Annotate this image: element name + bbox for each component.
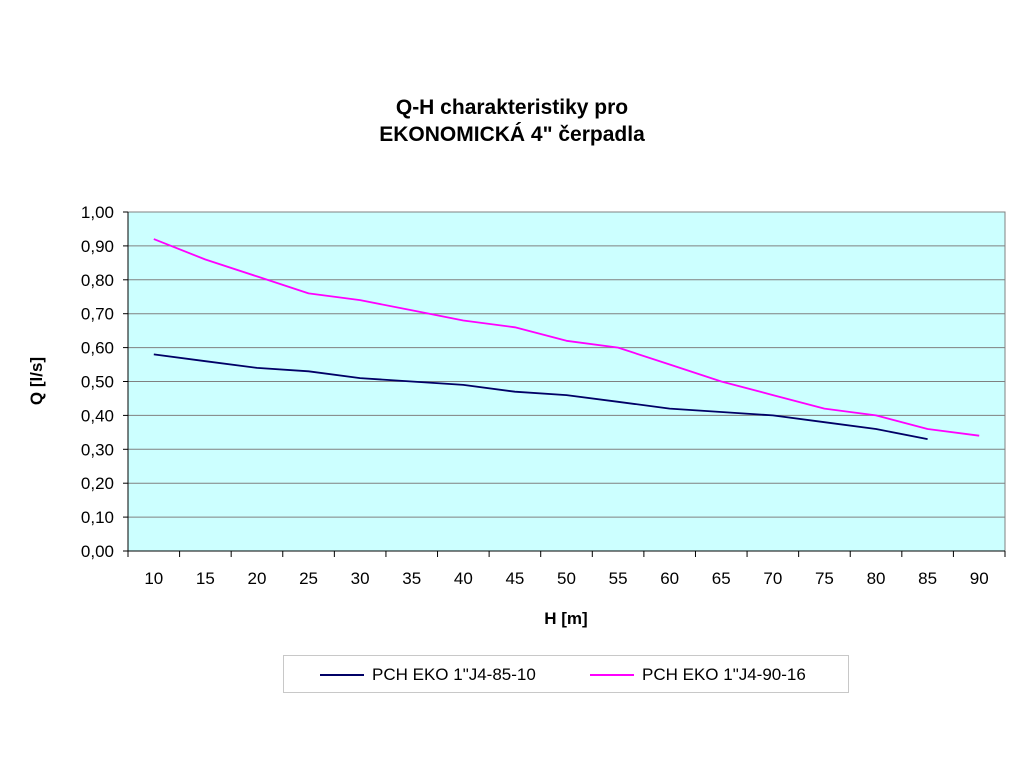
- y-tick-label: 0,50: [81, 373, 114, 392]
- y-tick-label: 0,00: [81, 542, 114, 561]
- y-tick-label: 0,20: [81, 474, 114, 493]
- y-tick-label: 0,80: [81, 271, 114, 290]
- gridlines: [123, 211, 1005, 552]
- y-tick-label: 0,60: [81, 339, 114, 358]
- x-tick-label: 60: [660, 569, 679, 588]
- x-tick-label: 55: [609, 569, 628, 588]
- x-tick-label: 15: [196, 569, 215, 588]
- legend-label-series-2: PCH EKO 1"J4-90-16: [642, 665, 806, 684]
- x-tick-label: 40: [454, 569, 473, 588]
- y-tick-label: 0,40: [81, 406, 114, 425]
- y-tick-label: 0,30: [81, 440, 114, 459]
- series-line-1: [153, 353, 928, 440]
- x-tick-label: 45: [505, 569, 524, 588]
- y-tick-label: 0,10: [81, 508, 114, 527]
- x-axis-label: H [m]: [544, 609, 587, 628]
- chart-title: Q-H charakteristiky pro EKONOMICKÁ 4" če…: [0, 94, 1024, 148]
- y-tick-label: 0,90: [81, 237, 114, 256]
- x-tick-label: 70: [763, 569, 782, 588]
- legend-item-series-2: PCH EKO 1"J4-90-16: [590, 656, 806, 694]
- x-tick-label: 85: [918, 569, 937, 588]
- legend-swatch-series-1: [320, 674, 364, 676]
- legend-item-series-1: PCH EKO 1"J4-85-10: [320, 656, 536, 694]
- legend-swatch-series-2: [590, 674, 634, 676]
- series-line-2: [153, 238, 980, 437]
- x-tick-label: 80: [867, 569, 886, 588]
- y-axis-label: Q [l/s]: [27, 357, 46, 405]
- x-tick-labels: 10 15 20 25 30 35 40 45 50 55 60 65 70 75 80 85 90: [144, 569, 988, 588]
- axes: [127, 212, 1006, 557]
- chart-title-line-2: EKONOMICKÁ 4" čerpadla: [379, 123, 645, 146]
- x-tick-label: 20: [248, 569, 267, 588]
- y-tick-label: 0,70: [81, 305, 114, 324]
- x-tick-label: 65: [712, 569, 731, 588]
- legend: PCH EKO 1"J4-85-10 PCH EKO 1"J4-90-16: [283, 655, 849, 693]
- legend-label-series-1: PCH EKO 1"J4-85-10: [372, 665, 536, 684]
- x-tick-label: 35: [402, 569, 421, 588]
- x-tick-label: 30: [351, 569, 370, 588]
- series-layer: [153, 238, 980, 440]
- x-tick-label: 50: [557, 569, 576, 588]
- x-tick-label: 90: [970, 569, 989, 588]
- y-tick-labels: 0,00 0,10 0,20 0,30 0,40 0,50 0,60 0,70 0,80 0,90…: [81, 203, 114, 561]
- chart-title-line-1: Q-H charakteristiky pro: [395, 96, 629, 119]
- y-tick-label: 1,00: [81, 203, 114, 222]
- x-tick-label: 10: [144, 569, 163, 588]
- x-tick-label: 75: [815, 569, 834, 588]
- x-tick-label: 25: [299, 569, 318, 588]
